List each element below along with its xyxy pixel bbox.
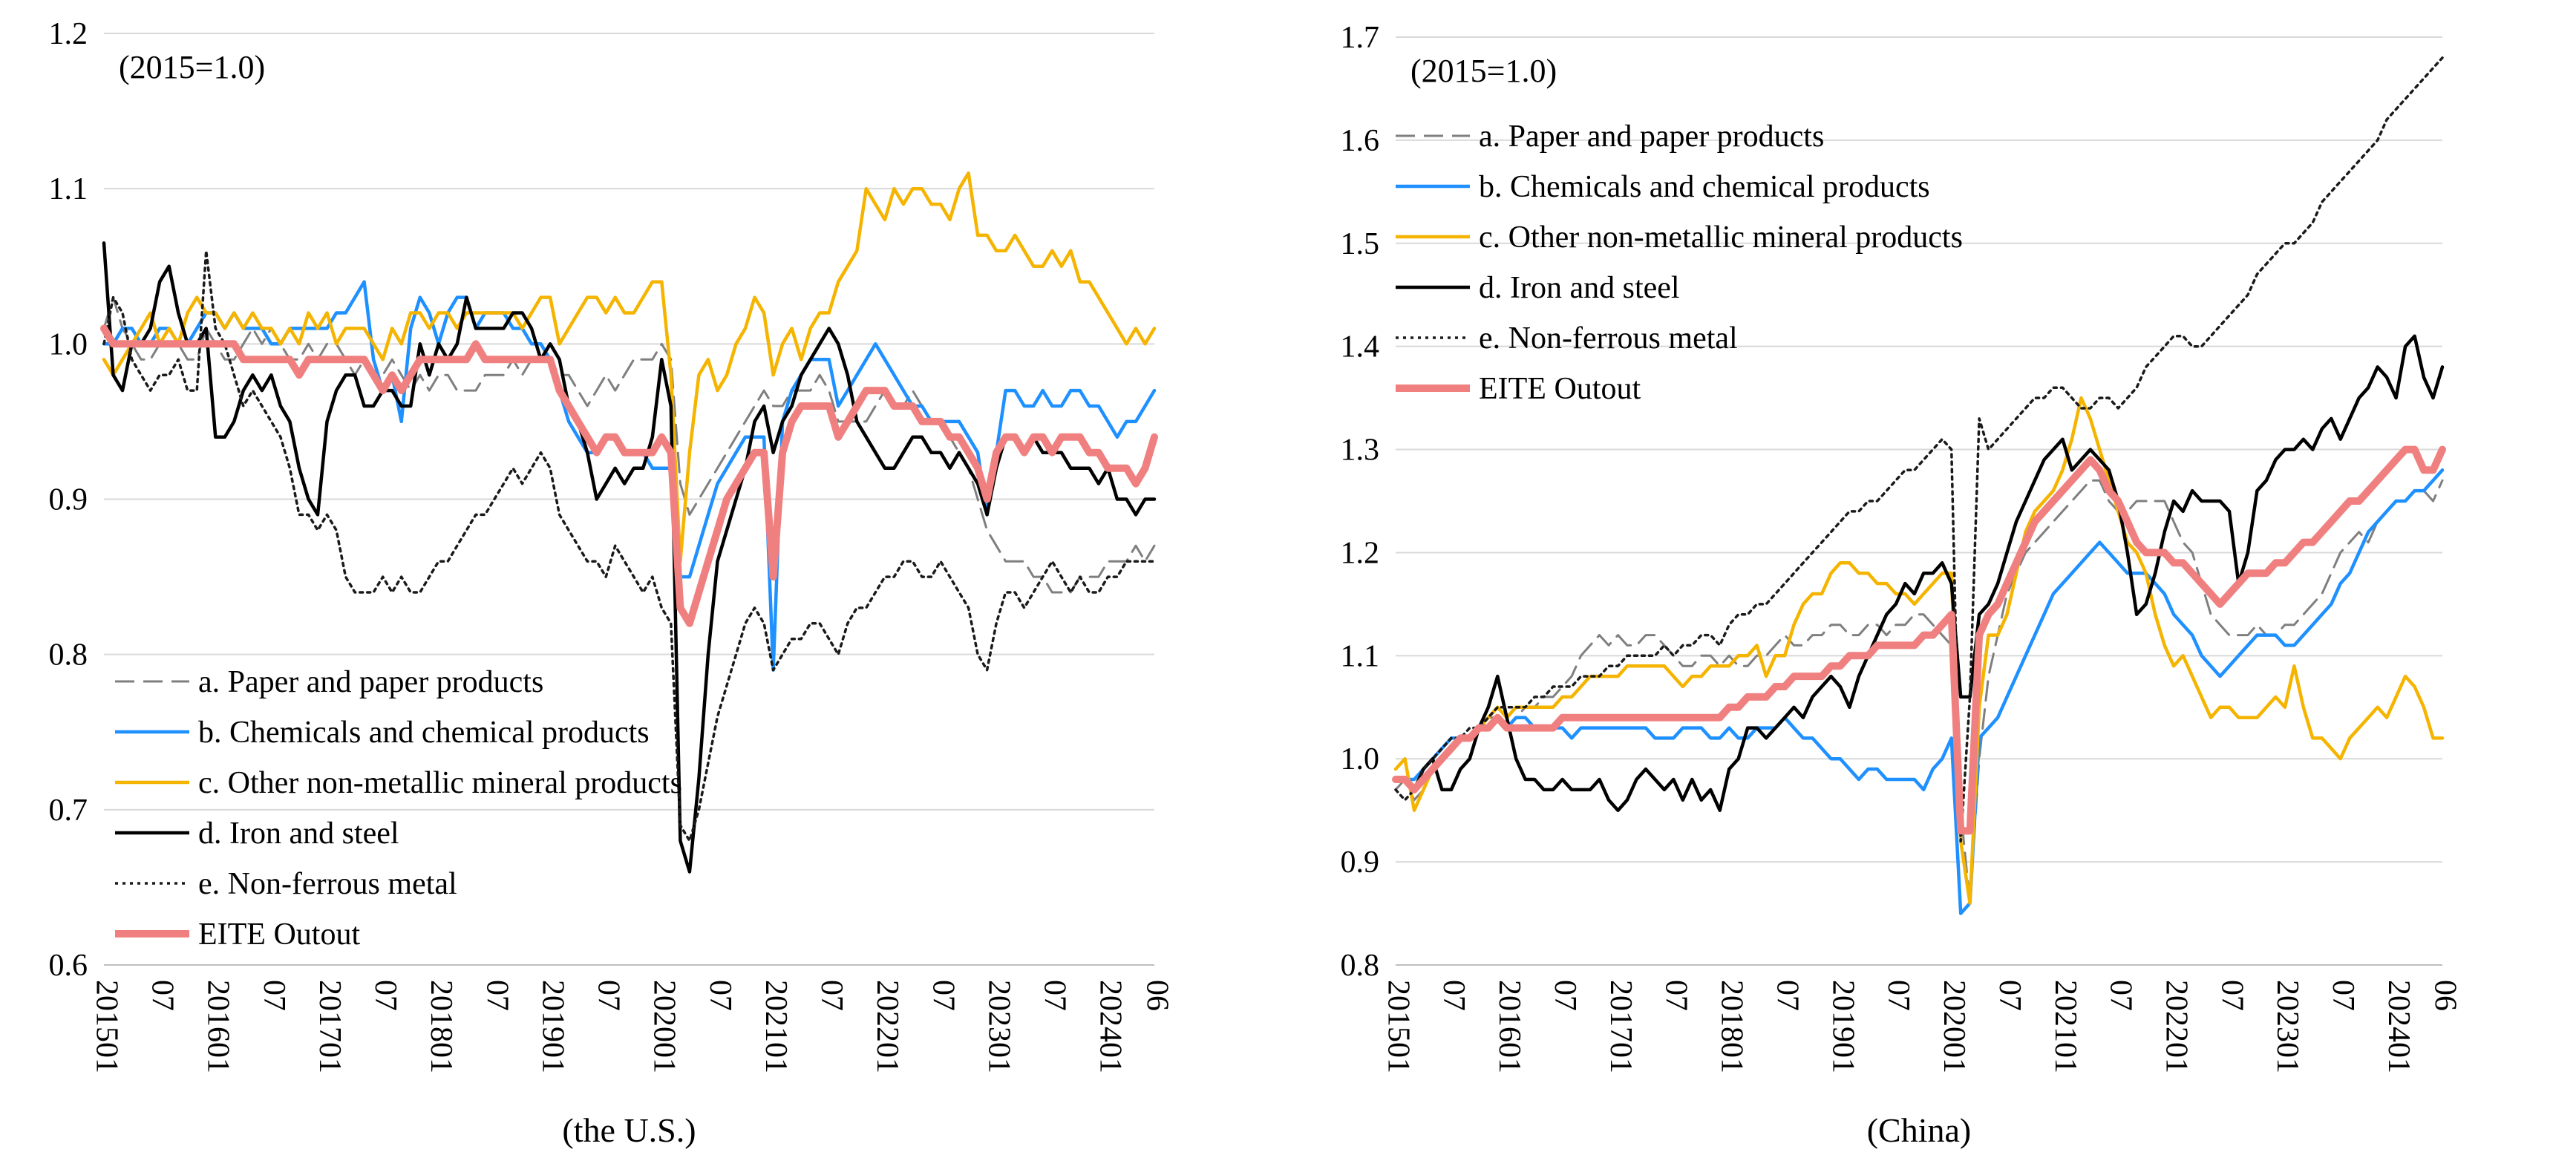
- x-tick-label: 07: [926, 980, 960, 1011]
- y-tick-label: 1.0: [49, 327, 88, 361]
- x-tick-label: 07: [368, 980, 402, 1011]
- series-line-4: [102, 241, 1157, 874]
- y-tick-label: 0.6: [49, 949, 88, 983]
- x-tick-label: 07: [1993, 980, 2027, 1011]
- x-tick-label: 201601: [1492, 980, 1526, 1073]
- series-line-5: [1394, 56, 2444, 843]
- legend-label: d. Iron and steel: [1479, 271, 1680, 305]
- series-line-3: [1393, 396, 2445, 905]
- legend-label: a. Paper and paper products: [198, 665, 543, 699]
- y-tick-label: 1.3: [1341, 433, 1380, 468]
- chart-1: 0.6 0.7 0.8 0.9 1.0 1.1 1.2 201501 07 201601 07 201…: [49, 17, 1174, 1149]
- y-tick-label: 1.1: [1341, 639, 1380, 673]
- series-line-6: [100, 324, 1158, 627]
- x-tick-label: 07: [145, 980, 179, 1011]
- legend-label: c. Other non-metallic mineral products: [1479, 220, 1963, 255]
- x-tick-label: 202101: [2048, 980, 2082, 1073]
- y-tick-label: 1.1: [49, 172, 88, 206]
- x-tick-label: 07: [1548, 980, 1582, 1011]
- y-tick-label: 1.5: [1341, 227, 1380, 261]
- legend-label: a. Paper and paper products: [1479, 120, 1824, 154]
- legend: a. Paper and paper products b. Chemicals …: [115, 665, 682, 952]
- y-tick-label: 1.2: [1341, 536, 1380, 570]
- legend-label: c. Other non-metallic mineral products: [198, 766, 682, 800]
- series-line-6: [1392, 445, 2446, 835]
- x-tick-label: 201801: [424, 980, 458, 1073]
- x-tick-label: 202401: [1094, 980, 1128, 1073]
- x-tick-label: 07: [2104, 980, 2138, 1011]
- base-year-note: (2015=1.0): [119, 49, 265, 85]
- x-tick-label: 202201: [2160, 980, 2194, 1073]
- y-tick-label: 1.4: [1341, 330, 1380, 364]
- x-tick-label: 202201: [870, 980, 904, 1073]
- x-tick-label: 202401: [2382, 980, 2416, 1073]
- x-tick-label: 07: [1436, 980, 1471, 1011]
- y-tick-label: 0.9: [49, 483, 88, 517]
- x-tick-label: 202301: [981, 980, 1016, 1073]
- y-tick-label: 1.2: [49, 17, 88, 51]
- x-tick-label: 07: [480, 980, 514, 1011]
- x-tick-label: 202101: [759, 980, 793, 1073]
- x-tick-label: 201901: [535, 980, 569, 1073]
- legend-label: e. Non-ferrous metal: [1479, 321, 1738, 356]
- x-tick-label: 202001: [1937, 980, 1971, 1073]
- legend: a. Paper and paper products b. Chemicals …: [1396, 120, 1963, 406]
- x-tick-label: 07: [1038, 980, 1072, 1011]
- x-tick-label: 202301: [2270, 980, 2304, 1073]
- x-tick-label: 201501: [89, 980, 123, 1073]
- y-tick-label: 1.0: [1341, 742, 1380, 776]
- legend-label: EITE Outout: [1479, 372, 1641, 406]
- series-line-3: [102, 171, 1157, 563]
- chart-2: 0.8 0.9 1.0 1.1 1.2 1.3 1.4 1.5 1.6 1.7 201501 07 20…: [1341, 21, 2462, 1149]
- y-tick-label: 0.8: [49, 638, 88, 673]
- x-tick-label: 07: [703, 980, 737, 1011]
- x-tick-label: 07: [1770, 980, 1804, 1011]
- x-tick-label: 202001: [647, 980, 681, 1073]
- y-tick-label: 0.8: [1341, 949, 1380, 983]
- legend-label: b. Chemicals and chemical products: [198, 716, 650, 750]
- y-tick-label: 0.7: [49, 794, 88, 828]
- x-tick-label: 07: [2214, 980, 2249, 1011]
- x-tick-label: 201601: [201, 980, 235, 1073]
- x-tick-label: 07: [2326, 980, 2360, 1011]
- x-tick-label: 201701: [1604, 980, 1638, 1073]
- base-year-note: (2015=1.0): [1410, 53, 1557, 89]
- x-tick-label: 07: [814, 980, 849, 1011]
- legend-label: e. Non-ferrous metal: [198, 867, 457, 901]
- y-tick-label: 1.6: [1341, 124, 1380, 158]
- series-line-1: [1394, 479, 2444, 905]
- x-tick-label: 06: [2428, 980, 2462, 1011]
- x-tick-label: 06: [1140, 980, 1174, 1011]
- legend-label: b. Chemicals and chemical products: [1479, 170, 1930, 204]
- y-tick-label: 0.9: [1341, 845, 1380, 880]
- x-tick-label: 07: [1881, 980, 1915, 1011]
- x-tick-label: 201501: [1381, 980, 1415, 1073]
- x-tick-label: 07: [1659, 980, 1693, 1011]
- series-line-2: [1393, 468, 2445, 915]
- series-line-4: [1393, 334, 2445, 812]
- legend-label: d. Iron and steel: [198, 817, 399, 851]
- x-tick-label: 201901: [1825, 980, 1860, 1073]
- y-tick-label: 1.7: [1341, 21, 1380, 55]
- series-line-5: [102, 249, 1156, 842]
- x-axis-caption: (China): [1867, 1111, 1972, 1149]
- x-tick-label: 201701: [313, 980, 347, 1073]
- x-tick-label: 201801: [1715, 980, 1749, 1073]
- legend-label: EITE Outout: [198, 917, 360, 952]
- x-tick-label: 07: [257, 980, 291, 1011]
- x-axis-caption: (the U.S.): [562, 1111, 696, 1149]
- x-tick-label: 07: [592, 980, 626, 1011]
